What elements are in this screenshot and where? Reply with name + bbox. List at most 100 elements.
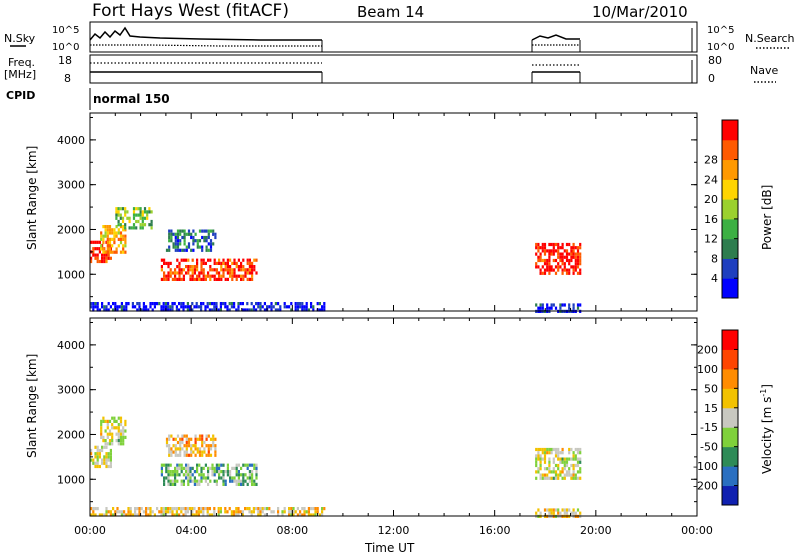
echo-cell <box>176 434 180 438</box>
echo-cell <box>206 513 209 517</box>
echo-cell <box>192 242 195 246</box>
echo-cell <box>572 252 575 256</box>
echo-cell <box>554 451 558 455</box>
echo-cell <box>543 271 547 275</box>
echo-cell <box>178 513 181 517</box>
echo-cell <box>215 302 218 306</box>
echo-cell <box>541 303 544 307</box>
echo-cell <box>182 479 185 483</box>
echo-cell <box>124 210 127 214</box>
echo-cell <box>233 479 236 483</box>
echo-cell <box>557 511 560 515</box>
echo-cell <box>207 470 210 474</box>
echo-cell <box>568 252 571 256</box>
echo-cell <box>563 473 566 477</box>
echo-cell <box>218 277 221 281</box>
echo-cell <box>252 305 255 309</box>
echo-cell <box>178 268 181 272</box>
echo-cell <box>191 302 194 306</box>
echo-cell <box>162 302 165 306</box>
echo-cell <box>250 510 253 514</box>
echo-cell <box>119 416 123 420</box>
echo-cell <box>263 308 266 312</box>
echo-cell <box>178 463 181 467</box>
echo-cell <box>554 454 558 458</box>
echo-cell <box>115 250 118 254</box>
echo-cell <box>181 434 184 438</box>
echo-cell <box>119 442 123 446</box>
echo-cell <box>248 265 251 269</box>
echo-cell <box>310 302 313 306</box>
echo-cell <box>198 229 202 233</box>
colorbar-tick-label: 15 <box>704 402 718 415</box>
echo-cell <box>323 302 326 306</box>
echo-cell <box>98 308 101 312</box>
echo-cell <box>169 261 172 265</box>
echo-cell <box>557 451 560 455</box>
echo-cell <box>235 463 238 467</box>
echo-cell <box>270 510 273 514</box>
echo-cell <box>226 258 229 262</box>
echo-cell <box>251 463 254 467</box>
echo-cell <box>248 507 251 511</box>
echo-cell <box>176 245 180 249</box>
echo-cell <box>128 226 131 230</box>
freq-label-2: [MHz] <box>4 68 36 81</box>
echo-cell <box>277 308 280 312</box>
echo-cell <box>94 305 97 309</box>
echo-cell <box>255 308 258 312</box>
echo-cell <box>321 510 324 514</box>
echo-cell <box>211 302 214 306</box>
echo-cell <box>572 454 575 458</box>
echo-cell <box>201 229 204 233</box>
colorbar-tick-label: 20 <box>704 193 718 206</box>
colorbar-tick-label: -100 <box>693 460 718 473</box>
echo-cell <box>117 435 120 439</box>
echo-cell <box>134 305 137 309</box>
echo-cell <box>219 302 222 306</box>
echo-cell <box>198 434 202 438</box>
echo-cell <box>240 265 243 269</box>
echo-cell <box>222 476 225 480</box>
echo-cell <box>196 463 199 467</box>
echo-cell <box>117 228 120 232</box>
echo-cell <box>579 476 582 480</box>
echo-cell <box>138 510 141 514</box>
echo-cell <box>165 440 169 445</box>
echo-cell <box>240 479 243 483</box>
echo-cell <box>255 482 258 486</box>
echo-cell <box>103 256 106 260</box>
echo-cell <box>233 268 236 272</box>
echo-cell <box>576 463 580 468</box>
echo-cell <box>194 444 197 448</box>
echo-cell <box>211 463 214 467</box>
echo-cell <box>299 510 302 514</box>
echo-cell <box>224 507 227 511</box>
echo-cell <box>106 435 109 439</box>
echo-cell <box>174 245 177 249</box>
echo-cell <box>535 454 538 458</box>
echo-cell <box>187 232 191 236</box>
echo-cell <box>224 305 227 309</box>
echo-cell <box>98 250 101 254</box>
echo-cell <box>174 235 177 240</box>
echo-cell <box>559 252 562 256</box>
echo-cell <box>102 234 105 238</box>
echo-cell <box>136 507 139 511</box>
echo-cell <box>226 308 229 312</box>
echo-cell <box>557 508 560 512</box>
echo-cell <box>290 302 293 306</box>
echo-cell <box>563 303 566 307</box>
echo-cell <box>561 470 564 474</box>
echo-cell <box>237 476 240 480</box>
echo-cell <box>179 444 182 448</box>
echo-cell <box>550 476 553 480</box>
echo-cell <box>255 302 258 306</box>
echo-cell <box>251 265 254 269</box>
echo-cell <box>552 258 555 263</box>
echo-cell <box>235 507 238 511</box>
echo-cell <box>182 268 185 272</box>
echo-cell <box>117 219 120 224</box>
echo-cell <box>135 219 138 224</box>
echo-cell <box>563 463 566 468</box>
